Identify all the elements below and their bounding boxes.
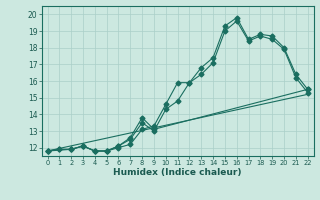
X-axis label: Humidex (Indice chaleur): Humidex (Indice chaleur) bbox=[113, 168, 242, 177]
